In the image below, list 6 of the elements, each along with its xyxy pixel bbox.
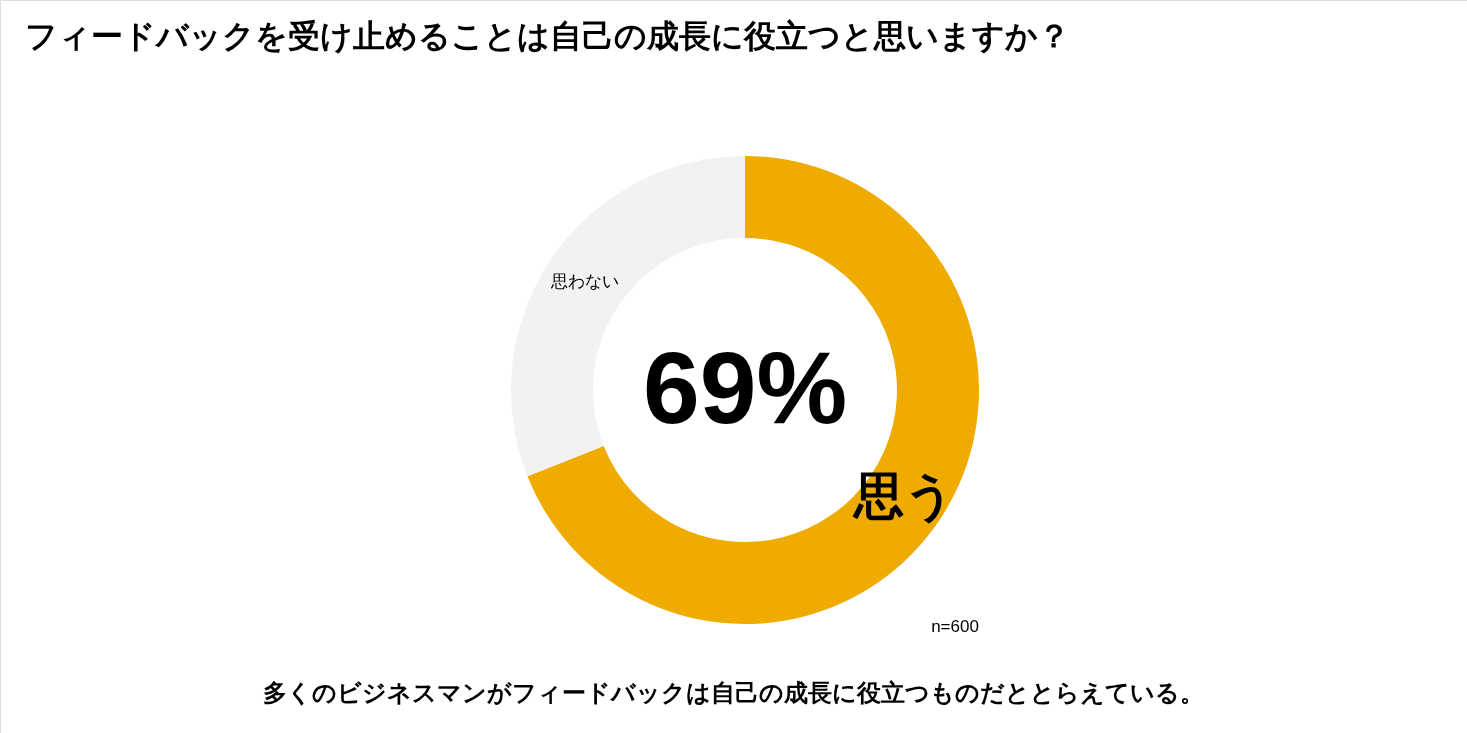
- data-label: 69%: [642, 331, 848, 445]
- slice-label: 思う: [852, 468, 956, 525]
- slice-label: 思わない: [550, 271, 620, 291]
- text: n=600: [931, 617, 979, 636]
- chart-title: フィードバックを受け止めることは自己の成長に役立つと思いますか？: [25, 18, 1070, 54]
- text: 多くのビジネスマンがフィードバックは自己の成長に役立つものだととらえている。: [263, 679, 1204, 706]
